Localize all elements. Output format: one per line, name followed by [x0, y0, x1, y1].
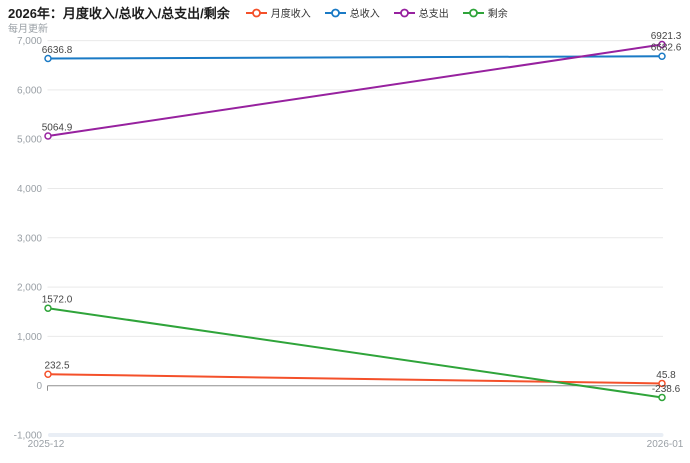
chart-header: 2026年：月度收入/总收入/总支出/剩余 月度收入 总收入 总支出 剩余: [8, 3, 686, 22]
x-axis-label: 2026-01: [647, 439, 684, 450]
data-label: 45.8: [656, 370, 676, 381]
y-axis-label: 3,000: [17, 233, 42, 244]
data-point[interactable]: [44, 304, 52, 312]
legend-item-2[interactable]: 总支出: [393, 5, 449, 20]
data-point[interactable]: [44, 54, 52, 63]
legend-item-1[interactable]: 总收入: [324, 5, 380, 20]
data-point[interactable]: [44, 370, 52, 378]
y-axis-label: 6,000: [17, 85, 42, 96]
series-line-2: [47, 43, 663, 137]
y-axis-label: -1,000: [14, 431, 43, 442]
data-label: -238.6: [652, 384, 681, 395]
data-point[interactable]: [658, 393, 666, 402]
chart-subtitle: 每月更新: [8, 24, 48, 35]
legend-marker-icon: [462, 8, 484, 17]
data-label: 232.5: [44, 361, 69, 372]
y-axis-label: 1,000: [17, 332, 42, 343]
series-line-3: [47, 307, 663, 399]
series-line-1: [47, 55, 663, 60]
data-label: 6636.8: [42, 45, 73, 56]
legend-item-label: 总收入: [349, 9, 380, 20]
y-axis-label: 7,000: [17, 36, 42, 47]
legend-item-label: 总支出: [418, 9, 449, 20]
data-label: 5064.9: [42, 123, 73, 134]
chart-title: 2026年：月度收入/总收入/总支出/剩余: [8, 6, 230, 21]
y-axis-label: 4,000: [17, 184, 42, 195]
legend-item-0[interactable]: 月度收入: [245, 5, 311, 20]
legend-item-label: 月度收入: [270, 9, 311, 20]
legend-marker-icon: [393, 8, 415, 17]
legend-marker-icon: [245, 8, 267, 17]
data-label: 1572.0: [42, 295, 73, 306]
legend: 月度收入 总收入 总支出 剩余: [245, 5, 508, 20]
y-axis-label: 0: [36, 381, 42, 392]
legend-item-label: 剩余: [487, 9, 508, 20]
data-label: 6682.6: [651, 43, 682, 54]
data-label: 6921.3: [651, 31, 682, 42]
data-point[interactable]: [658, 40, 666, 49]
legend-item-3[interactable]: 剩余: [462, 5, 508, 20]
data-point[interactable]: [658, 52, 666, 60]
x-axis-label: 2025-12: [28, 439, 65, 450]
legend-marker-icon: [324, 8, 346, 17]
data-point[interactable]: [44, 132, 52, 140]
y-axis-label: 5,000: [17, 135, 42, 146]
series-line-0: [47, 373, 663, 385]
y-axis-label: 2,000: [17, 283, 42, 294]
data-zoom-slider[interactable]: [48, 433, 664, 437]
data-point[interactable]: [658, 379, 666, 388]
